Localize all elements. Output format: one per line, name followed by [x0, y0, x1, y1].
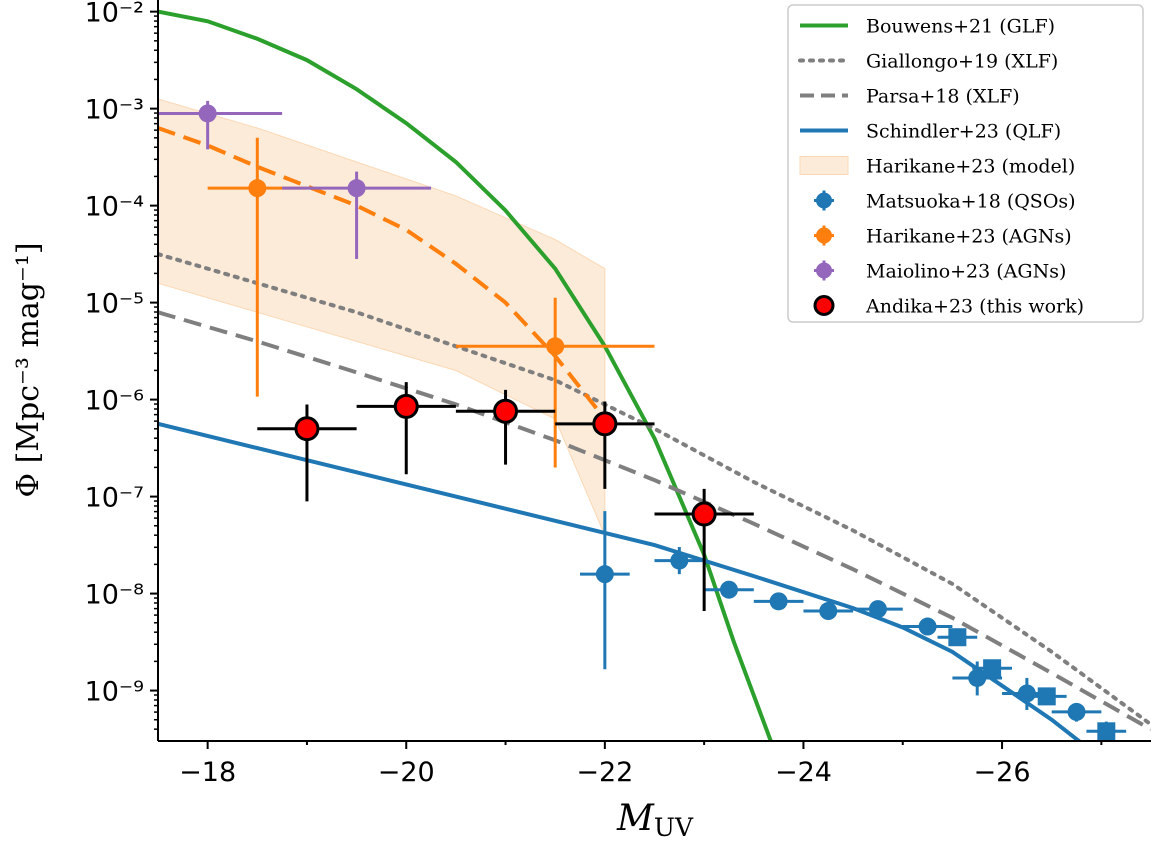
x-tick-label: −18 [179, 757, 236, 788]
x-axis-title-main: M [616, 798, 655, 839]
x-axis-title: MUV [616, 798, 694, 841]
x-tick-label: −24 [775, 757, 832, 788]
data-point [1067, 702, 1086, 721]
legend-label: Harikane+23 (model) [866, 156, 1075, 178]
legend-label: Maiolino+23 (AGNs) [866, 261, 1066, 283]
y-tick-label: 10⁻² [85, 0, 144, 29]
x-tick-label: −22 [576, 757, 633, 788]
data-point [294, 416, 320, 442]
y-tick-label: 10⁻³ [85, 95, 144, 126]
model-band [158, 98, 606, 536]
legend-label: Harikane+23 (AGNs) [866, 226, 1072, 248]
legend-swatch [816, 227, 832, 244]
legend-label: Bouwens+21 (GLF) [866, 16, 1055, 38]
curve-0 [158, 9, 773, 741]
data-point [983, 659, 1002, 678]
y-tick-label: 10⁻⁶ [85, 386, 144, 417]
legend-swatch [799, 156, 849, 175]
y-tick-label: 10⁻⁷ [85, 483, 144, 514]
data-point [1097, 722, 1116, 741]
legend-label: Giallongo+19 (XLF) [866, 51, 1058, 73]
data-point [393, 393, 419, 419]
data-point [691, 501, 717, 527]
data-point [198, 104, 217, 123]
x-tick-label: −26 [974, 757, 1031, 788]
legend-label: Parsa+18 (XLF) [866, 86, 1020, 108]
legend-label: Schindler+23 (QLF) [866, 121, 1061, 143]
data-point [1017, 684, 1036, 703]
legend-swatch [816, 262, 832, 279]
data-point [769, 592, 788, 611]
data-point [670, 551, 689, 570]
y-tick-label: 10⁻⁹ [85, 677, 144, 708]
legend-swatch [813, 295, 835, 316]
x-tick-label: −20 [378, 757, 435, 788]
y-axis-title: Φ [Mpc⁻³ mag⁻¹] [11, 242, 46, 497]
legend-box [787, 4, 1144, 323]
data-point [1037, 687, 1056, 706]
y-tick-label: 10⁻⁵ [85, 289, 144, 320]
data-point [968, 668, 987, 687]
data-point [546, 337, 565, 356]
legend-swatch [816, 192, 832, 209]
x-axis-title-sub: UV [654, 813, 694, 841]
data-point [819, 602, 838, 621]
curve-2 [158, 310, 1151, 732]
y-tick-label: 10⁻⁴ [85, 192, 144, 223]
data-point [248, 179, 267, 198]
curve-1 [158, 252, 1151, 727]
curve-3 [158, 421, 1083, 741]
legend-label: Andika+23 (this work) [865, 296, 1084, 318]
y-tick-label: 10⁻⁸ [85, 580, 144, 611]
data-point [493, 398, 519, 424]
data-point [592, 411, 618, 437]
data-point [918, 617, 937, 636]
data-point [868, 600, 887, 619]
data-point [595, 565, 614, 584]
data-point [719, 580, 738, 599]
data-point [948, 628, 967, 647]
data-point [347, 179, 366, 198]
legend-label: Matsuoka+18 (QSOs) [866, 191, 1076, 213]
